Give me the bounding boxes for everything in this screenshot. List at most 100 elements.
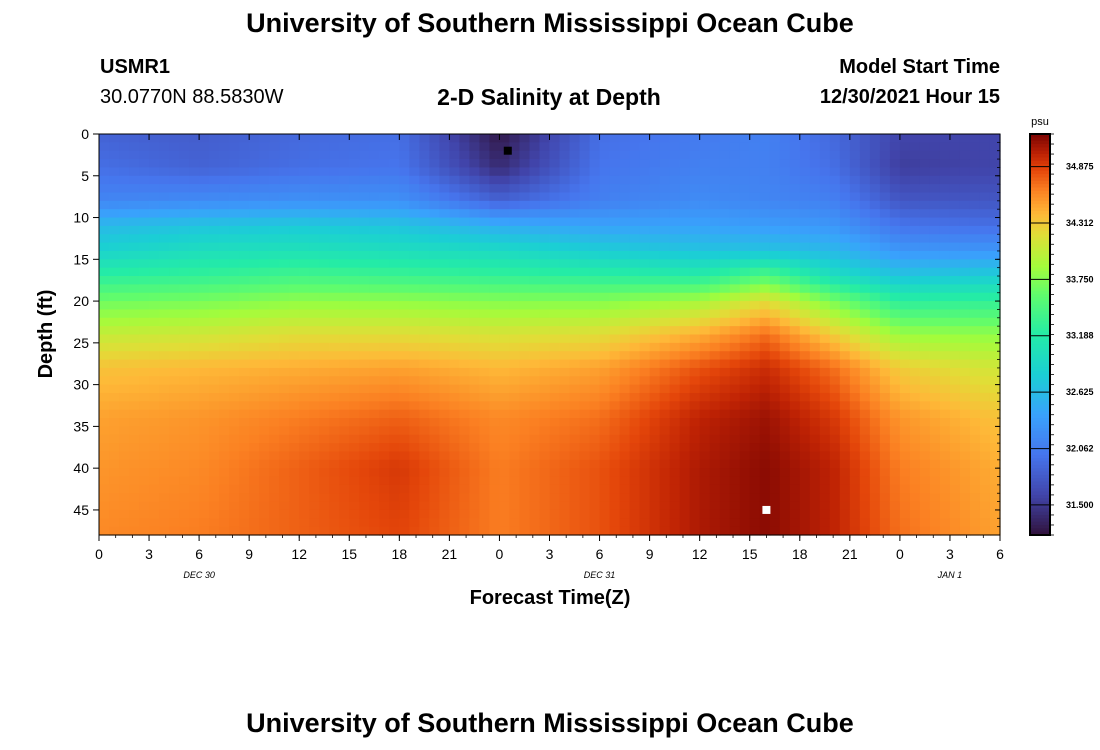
heatmap-cell xyxy=(139,392,150,402)
heatmap-cell xyxy=(699,284,711,294)
heatmap-cell xyxy=(819,200,831,210)
heatmap-cell xyxy=(379,209,390,219)
heatmap-cell xyxy=(529,259,541,269)
heatmap-cell xyxy=(149,426,160,436)
heatmap-cell xyxy=(759,409,771,419)
heatmap-cell xyxy=(859,301,871,311)
heatmap-cell xyxy=(769,342,781,352)
heatmap-cell xyxy=(119,134,130,143)
heatmap-cell xyxy=(589,276,601,285)
heatmap-cell xyxy=(469,234,481,244)
heatmap-cell xyxy=(749,384,761,394)
heatmap-cell xyxy=(139,225,150,235)
heatmap-cell xyxy=(319,334,330,344)
heatmap-cell xyxy=(539,284,551,294)
colorbar-tick-label: 32.062 xyxy=(1066,444,1094,454)
heatmap-cell xyxy=(399,367,410,377)
heatmap-cell xyxy=(479,242,491,252)
heatmap-cell xyxy=(889,509,901,519)
minimum-marker xyxy=(503,146,512,155)
heatmap-cell xyxy=(209,392,220,402)
heatmap-cell xyxy=(659,167,671,177)
x-tick-label: 12 xyxy=(692,546,708,562)
station-coordinates: 30.0770N 88.5830W xyxy=(100,86,284,108)
heatmap-cell xyxy=(299,184,310,194)
heatmap-cell xyxy=(869,276,881,285)
heatmap-cell xyxy=(809,484,821,494)
heatmap-cell xyxy=(669,309,681,319)
heatmap-cell xyxy=(379,526,390,536)
heatmap-cell xyxy=(629,250,641,260)
heatmap-cell xyxy=(409,342,420,352)
heatmap-cell xyxy=(769,459,781,469)
heatmap-cell xyxy=(859,451,871,461)
heatmap-cell xyxy=(669,401,681,411)
colorbar-band xyxy=(1030,217,1050,222)
heatmap-cell xyxy=(609,376,621,386)
heatmap-cell xyxy=(379,451,390,461)
heatmap-cell xyxy=(319,192,330,202)
heatmap-cell xyxy=(219,518,230,528)
heatmap-cell xyxy=(269,167,280,177)
heatmap-cell xyxy=(189,459,200,469)
heatmap-cell xyxy=(459,426,471,436)
heatmap-cell xyxy=(399,250,410,260)
heatmap-cell xyxy=(559,493,571,503)
heatmap-cell xyxy=(989,209,1001,219)
heatmap-cell xyxy=(369,242,380,252)
heatmap-cell xyxy=(279,301,290,311)
heatmap-cell xyxy=(809,501,821,511)
heatmap-cell xyxy=(779,142,791,152)
heatmap-cell xyxy=(709,376,721,386)
heatmap-cell xyxy=(209,242,220,252)
heatmap-cell xyxy=(349,451,360,461)
heatmap-cell xyxy=(359,209,370,219)
colorbar-band xyxy=(1030,184,1050,189)
heatmap-cell xyxy=(449,250,460,260)
heatmap-cell xyxy=(329,384,340,394)
heatmap-cell xyxy=(889,184,901,194)
heatmap-cell xyxy=(799,376,811,386)
heatmap-cell xyxy=(489,501,501,511)
heatmap-cell xyxy=(799,484,811,494)
heatmap-cell xyxy=(129,493,140,503)
heatmap-cell xyxy=(869,351,881,361)
heatmap-cell xyxy=(269,518,280,528)
heatmap-cell xyxy=(659,418,671,427)
heatmap-cell xyxy=(209,184,220,194)
heatmap-cell xyxy=(639,317,651,327)
heatmap-cell xyxy=(939,317,951,327)
heatmap-cell xyxy=(709,468,721,478)
heatmap-cell xyxy=(359,484,370,494)
heatmap-cell xyxy=(689,159,701,169)
heatmap-cell xyxy=(469,301,481,311)
heatmap-cell xyxy=(289,468,300,478)
page-title-top: University of Southern Mississippi Ocean… xyxy=(246,8,854,38)
heatmap-cell xyxy=(959,392,971,402)
heatmap-cell xyxy=(99,142,110,152)
heatmap-cell xyxy=(809,384,821,394)
heatmap-cell xyxy=(969,468,981,478)
heatmap-cell xyxy=(479,493,491,503)
heatmap-cell xyxy=(929,493,941,503)
heatmap-cell xyxy=(239,167,250,177)
heatmap-cell xyxy=(919,159,931,169)
heatmap-cell xyxy=(119,250,130,260)
heatmap-cell xyxy=(949,267,961,277)
heatmap-cell xyxy=(989,384,1001,394)
heatmap-cell xyxy=(149,184,160,194)
heatmap-cell xyxy=(589,401,601,411)
heatmap-cell xyxy=(699,484,711,494)
heatmap-cell xyxy=(269,292,280,302)
heatmap-cell xyxy=(699,267,711,277)
heatmap-cell xyxy=(529,142,541,152)
heatmap-cell xyxy=(229,468,240,478)
heatmap-cell xyxy=(919,150,931,160)
heatmap-cell xyxy=(659,259,671,269)
heatmap-cell xyxy=(249,192,260,202)
heatmap-cell xyxy=(349,334,360,344)
heatmap-cell xyxy=(399,434,410,444)
heatmap-cell xyxy=(619,142,631,152)
heatmap-cell xyxy=(509,342,521,352)
heatmap-cell xyxy=(169,284,180,294)
